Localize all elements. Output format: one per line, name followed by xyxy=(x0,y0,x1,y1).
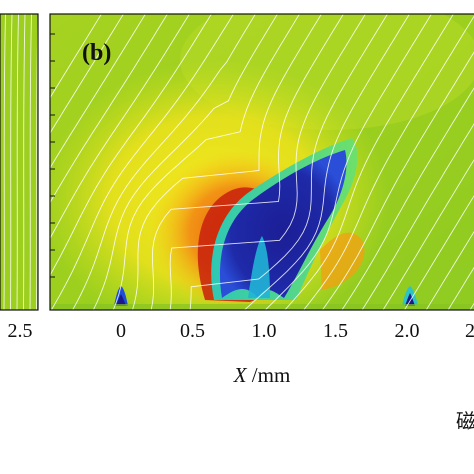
left-panel xyxy=(0,14,38,310)
streamline xyxy=(382,159,474,310)
left-panel-tick-label: 2.5 xyxy=(8,320,33,342)
streamline xyxy=(284,14,454,310)
caption-partial: 磁 xyxy=(456,409,474,433)
x-axis-label-unit: /mm xyxy=(247,363,291,387)
streamline xyxy=(50,14,146,169)
streamline xyxy=(92,14,278,310)
streamline xyxy=(425,230,474,310)
streamline xyxy=(50,14,190,240)
inner-cyan-streak xyxy=(248,236,270,298)
left-streamline xyxy=(3,14,6,310)
left-streamline xyxy=(23,14,26,310)
x-axis-label: X /mm xyxy=(233,363,291,387)
streamline xyxy=(404,195,474,310)
streamline xyxy=(150,14,344,310)
right-edge-dip-core xyxy=(405,293,415,306)
bottom-boundary-band xyxy=(50,304,474,310)
left-streamline xyxy=(10,14,13,310)
streamline xyxy=(169,14,366,310)
blue-lobe xyxy=(219,150,347,298)
streamline xyxy=(189,14,388,310)
streamline xyxy=(322,51,474,310)
streamline xyxy=(244,14,410,310)
streamline xyxy=(361,123,474,310)
streamline xyxy=(50,14,102,99)
left-panel-streamlines xyxy=(3,14,38,310)
x-tick-label: 1.0 xyxy=(252,320,277,342)
x-tick-label: 1.5 xyxy=(323,320,348,342)
streamline xyxy=(264,14,432,310)
streamline xyxy=(341,87,474,310)
streamline xyxy=(50,14,168,204)
right-cut-tick-label: 2 xyxy=(465,320,474,342)
streamline xyxy=(112,14,300,310)
left-streamline xyxy=(29,14,32,310)
x-tick-label: 0 xyxy=(116,320,126,342)
streamline xyxy=(50,14,212,277)
streamline xyxy=(303,15,474,310)
streamlines xyxy=(0,0,474,310)
left-streamline xyxy=(36,14,38,310)
main-panel-frame xyxy=(49,13,474,311)
left-edge-dip-core xyxy=(116,294,126,306)
heatmap-field xyxy=(0,0,474,310)
x-axis-label-symbol: X xyxy=(233,363,248,387)
left-streamline xyxy=(16,14,19,310)
x-tick-label: 2.0 xyxy=(395,320,420,342)
streamline xyxy=(72,14,256,310)
x-axis-ticks: 0 0.5 1.0 1.5 2.0 xyxy=(50,33,420,342)
left-panel-frame xyxy=(0,13,39,311)
right-orange-lobe xyxy=(320,232,365,290)
x-tick-label: 0.5 xyxy=(180,320,205,342)
streamline xyxy=(51,14,234,310)
panel-label: (b) xyxy=(82,40,111,66)
streamline xyxy=(50,14,124,134)
streamline xyxy=(132,14,322,310)
